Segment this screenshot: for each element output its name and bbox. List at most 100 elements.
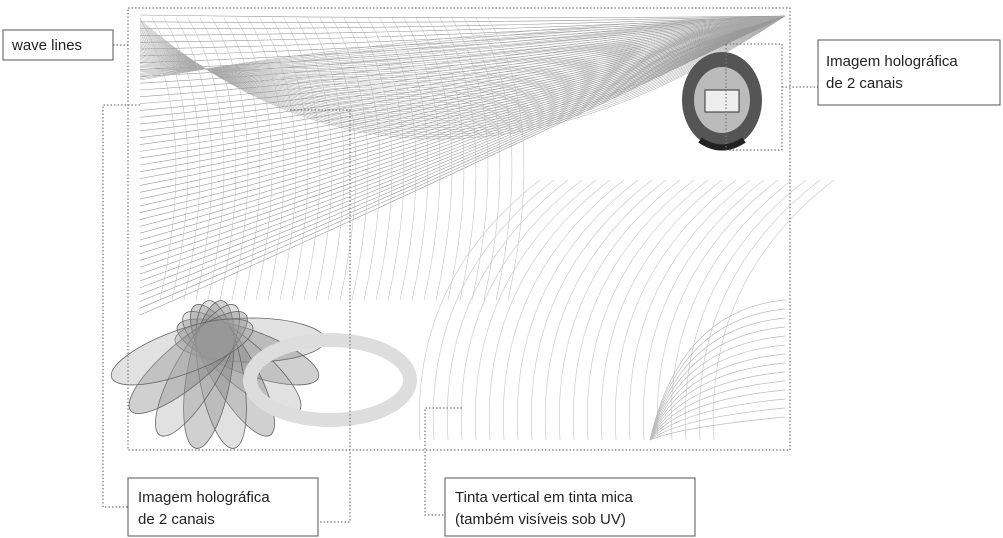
arc-line	[558, 179, 681, 441]
document-border	[127, 7, 791, 451]
wave-line	[271, 17, 309, 301]
petal	[195, 300, 247, 449]
wave-line	[139, 15, 786, 79]
wave-line	[139, 14, 786, 19]
arc-line	[530, 179, 653, 441]
arc-line	[432, 179, 555, 441]
petal	[128, 311, 248, 414]
arc-line	[684, 179, 807, 441]
wave-line	[391, 17, 429, 301]
wave-line	[295, 17, 333, 301]
arc-line	[502, 179, 625, 441]
wave-line	[139, 15, 786, 125]
arc-line	[516, 179, 639, 441]
arc-line	[474, 179, 597, 441]
emblem-building	[704, 89, 740, 113]
arc-line	[649, 299, 786, 441]
wave-line	[139, 15, 786, 289]
label-box	[817, 39, 1001, 106]
wave-line	[139, 15, 786, 254]
wave-line	[139, 15, 786, 241]
wave-line	[139, 15, 786, 23]
wave-line	[163, 17, 201, 301]
wave-line	[139, 15, 786, 73]
wave-line	[139, 15, 786, 77]
arc-line	[418, 179, 541, 441]
wave-line	[379, 17, 417, 301]
label: (também visíveis sob UV)	[455, 511, 626, 528]
arc-line	[649, 407, 786, 441]
wave-line	[439, 17, 477, 301]
arc-line	[649, 398, 786, 441]
connector	[290, 109, 351, 523]
label-box	[127, 477, 319, 537]
wave-line	[139, 15, 786, 220]
label: de 2 canais	[138, 511, 215, 528]
wave-line	[139, 15, 786, 282]
ribbon-loop	[243, 333, 417, 427]
arc-line	[649, 362, 786, 441]
wave-line	[139, 15, 786, 295]
wave-line	[139, 15, 786, 234]
arc-line	[649, 335, 786, 441]
wave-line	[139, 15, 786, 200]
wave-line	[139, 15, 786, 261]
arc-line	[670, 179, 793, 441]
arc-line	[572, 179, 695, 441]
wave-line	[475, 17, 513, 301]
arc-line	[460, 179, 583, 441]
arc-line	[649, 380, 786, 441]
arc-line	[649, 389, 786, 441]
wave-line	[355, 17, 393, 301]
wave-line	[139, 15, 786, 36]
wave-line	[139, 15, 786, 248]
highlight-frame	[725, 43, 783, 151]
wave-line	[343, 17, 381, 301]
arc-line	[649, 344, 786, 441]
wave-line	[139, 15, 786, 81]
wave-line	[175, 17, 213, 301]
wave-line	[235, 17, 273, 301]
wave-line	[139, 15, 786, 118]
arc-line	[614, 179, 737, 441]
wave-line	[139, 15, 786, 75]
wave-line	[139, 15, 786, 207]
document-artwork	[139, 14, 835, 441]
wave-line	[139, 15, 786, 132]
wave-line	[319, 17, 357, 301]
arc-line	[586, 179, 709, 441]
wave-line	[139, 15, 786, 43]
emblem	[682, 52, 762, 151]
label: Imagem holográfica	[826, 53, 958, 70]
label: Imagem holográfica	[138, 489, 270, 506]
wave-line	[487, 17, 525, 301]
petal	[155, 304, 240, 437]
wave-line	[139, 15, 786, 214]
wave-line	[211, 17, 249, 301]
wave-line	[451, 17, 489, 301]
wave-line	[463, 17, 501, 301]
arc-line	[649, 308, 786, 441]
wave-line	[139, 15, 786, 186]
wave-line	[139, 17, 177, 301]
label-box	[444, 477, 696, 537]
wave-line	[139, 15, 786, 74]
wave-line	[403, 17, 441, 301]
wave-line	[151, 17, 189, 301]
arc-line	[649, 416, 786, 441]
wave-line	[139, 15, 786, 268]
arc-line	[446, 179, 569, 441]
arc-line	[656, 179, 779, 441]
wave-line	[307, 17, 345, 301]
label: Tinta vertical em tinta mica	[455, 489, 633, 506]
label-box	[2, 29, 114, 61]
wave-line	[139, 15, 786, 179]
wave-line	[367, 17, 405, 301]
wave-line	[139, 15, 786, 104]
connector	[102, 104, 140, 508]
wave-line	[139, 15, 786, 50]
arc-line	[642, 179, 765, 441]
petal	[110, 318, 254, 386]
